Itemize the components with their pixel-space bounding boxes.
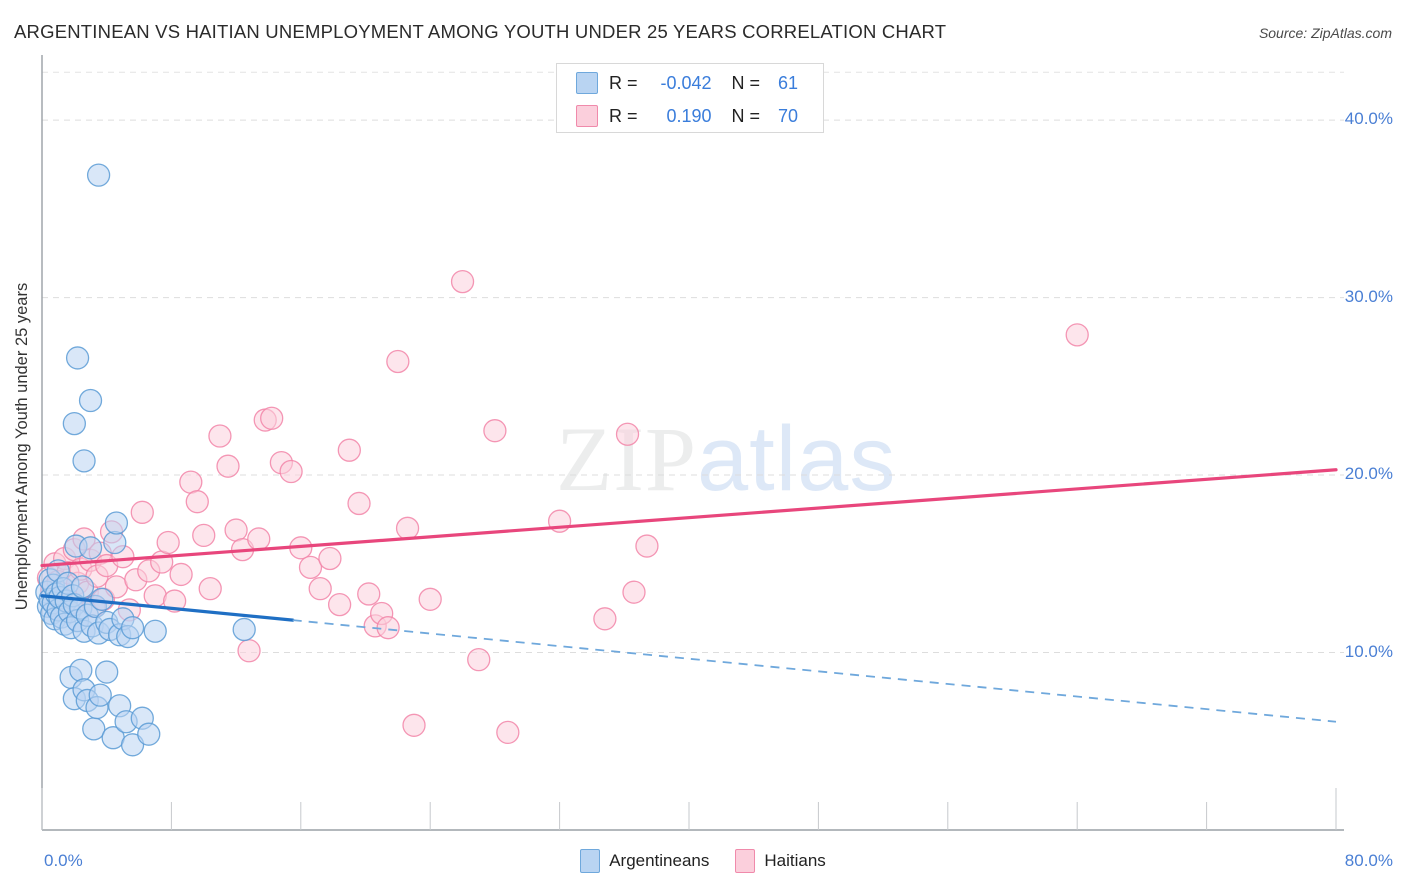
legend-item-argentineans[interactable]: Argentineans: [580, 849, 709, 873]
data-point: [185, 490, 209, 514]
legend-swatch-argentineans-bottom: [580, 849, 601, 873]
data-point: [82, 717, 106, 741]
x-tick-label-min: 0.0%: [44, 851, 83, 870]
series-legend: Argentineans Haitians: [0, 849, 1406, 873]
n-label-haitians: N =: [731, 105, 761, 126]
trendline-argentineans-solid: [40, 594, 295, 622]
data-point: [156, 530, 180, 555]
data-point: [232, 617, 256, 642]
data-point: [86, 163, 111, 187]
r-label-argentineans: R =: [609, 72, 638, 93]
trendline-argentineans-dashed: [292, 619, 1337, 723]
data-point: [247, 527, 271, 551]
data-point: [120, 733, 145, 757]
page-title: ARGENTINEAN VS HAITIAN UNEMPLOYMENT AMON…: [14, 21, 947, 42]
data-point: [88, 683, 112, 707]
n-label-argentineans: N =: [731, 72, 761, 93]
legend-item-haitians[interactable]: Haitians: [735, 849, 826, 873]
series-haitians: [36, 269, 1089, 745]
data-point: [308, 576, 332, 601]
data-point: [593, 607, 617, 631]
data-point: [103, 530, 127, 555]
data-point: [622, 580, 646, 604]
data-point: [104, 511, 129, 535]
data-point: [69, 658, 93, 682]
n-value-haitians: 70: [778, 105, 799, 126]
data-point: [357, 582, 381, 606]
data-point: [237, 639, 261, 663]
data-point: [376, 616, 400, 640]
data-point: [78, 536, 103, 560]
data-point: [120, 616, 145, 640]
data-point: [615, 422, 640, 446]
data-point: [95, 660, 119, 684]
data-point: [450, 269, 475, 294]
trendline-haitians: [40, 468, 1338, 568]
data-point: [298, 555, 323, 579]
r-value-haitians: 0.190: [666, 105, 712, 126]
data-point: [347, 491, 371, 516]
y-tick-label-40: 40.0%: [1344, 109, 1393, 129]
data-point: [418, 587, 442, 611]
data-point: [1065, 323, 1089, 347]
data-point: [137, 722, 161, 746]
n-value-argentineans: 61: [778, 72, 799, 93]
x-tick-label-max: 80.0%: [1344, 851, 1393, 870]
data-point: [65, 346, 90, 370]
stats-legend-row-argentineans: R = -0.042 N = 61: [557, 69, 823, 97]
data-point: [635, 534, 659, 558]
data-point: [402, 713, 426, 737]
data-point: [496, 720, 520, 745]
legend-swatch-haitians-bottom: [735, 849, 756, 873]
legend-swatch-haitians: [576, 105, 598, 127]
data-point: [395, 516, 420, 540]
data-point: [208, 424, 232, 448]
data-point: [78, 388, 103, 413]
stats-legend: R = -0.042 N = 61 R = 0.190 N = 70: [556, 63, 824, 133]
source-attribution: Source: ZipAtlas.com: [1258, 25, 1392, 41]
data-point: [130, 500, 154, 524]
data-point: [62, 411, 86, 436]
y-tick-label-20: 20.0%: [1344, 464, 1393, 484]
data-point: [337, 438, 361, 462]
data-point: [224, 518, 248, 542]
stats-legend-row-haitians: R = 0.190 N = 70: [557, 102, 823, 130]
r-label-haitians: R =: [609, 105, 638, 126]
legend-swatch-argentineans: [576, 72, 598, 94]
data-point: [143, 584, 167, 608]
data-point: [216, 454, 240, 478]
data-point: [192, 523, 216, 548]
data-point: [386, 349, 410, 374]
data-point: [279, 459, 303, 484]
data-point: [72, 449, 96, 473]
data-point: [70, 575, 95, 599]
series-argentineans: [35, 163, 256, 757]
data-point: [150, 550, 174, 574]
r-value-argentineans: -0.042: [660, 72, 712, 93]
legend-label-haitians: Haitians: [764, 851, 826, 870]
y-tick-label-30: 30.0%: [1344, 286, 1393, 306]
legend-label-argentineans: Argentineans: [609, 851, 710, 870]
data-point: [198, 576, 222, 601]
data-point: [143, 619, 167, 643]
data-point: [327, 592, 352, 617]
data-point: [467, 647, 491, 672]
data-point: [483, 419, 507, 443]
data-point: [169, 562, 193, 587]
data-point: [179, 470, 203, 494]
data-point: [318, 546, 342, 571]
data-point: [260, 406, 284, 430]
y-tick-label-10: 10.0%: [1344, 641, 1393, 661]
